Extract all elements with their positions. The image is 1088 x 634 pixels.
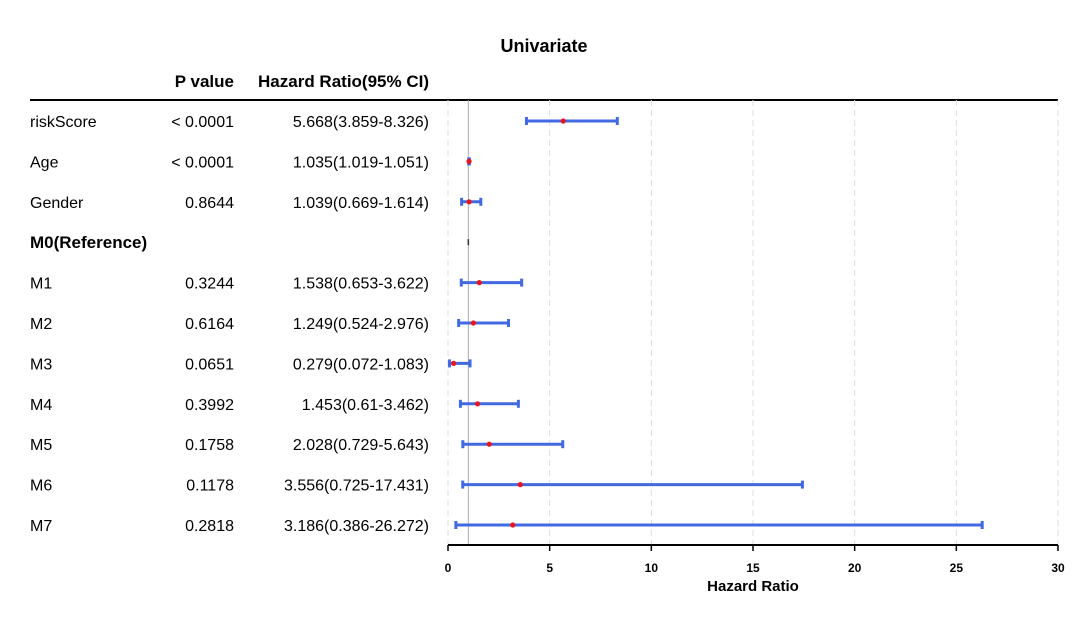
table-row: M1 0.3244 1.538(0.653-3.622) [30, 276, 524, 293]
row-hazard-ratio: 1.538(0.653-3.622) [293, 276, 429, 293]
row-hazard-ratio: 1.039(0.669-1.614) [293, 195, 429, 212]
row-label: Age [30, 154, 59, 171]
table-row: Gender 0.8644 1.039(0.669-1.614) [30, 195, 483, 212]
row-pvalue: 0.2818 [185, 518, 234, 535]
row-label: Gender [30, 195, 84, 212]
hazard-ratio-point [517, 482, 523, 488]
row-hazard-ratio: 2.028(0.729-5.643) [293, 437, 429, 454]
row-hazard-ratio: 3.556(0.725-17.431) [284, 478, 429, 495]
x-tick-label: 30 [1051, 561, 1065, 575]
table-row: M3 0.0651 0.279(0.072-1.083) [30, 356, 472, 373]
x-axis-label: Hazard Ratio [707, 578, 799, 595]
row-label: M5 [30, 437, 52, 454]
row-label: M7 [30, 518, 52, 535]
row-label: riskScore [30, 114, 97, 131]
row-label: M3 [30, 356, 52, 373]
row-hazard-ratio: 1.453(0.61-3.462) [302, 397, 429, 414]
x-tick-label: 5 [546, 561, 553, 575]
hazard-ratio-point [510, 522, 516, 528]
row-pvalue: 0.1758 [185, 437, 234, 454]
row-pvalue: 0.8644 [185, 195, 234, 212]
row-pvalue: 0.3244 [185, 276, 234, 293]
hazard-ratio-point [470, 320, 476, 326]
table-row: Age < 0.0001 1.035(1.019-1.051) [30, 154, 472, 171]
row-pvalue: < 0.0001 [171, 154, 234, 171]
hazard-ratio-point [486, 441, 492, 447]
row-hazard-ratio: 1.035(1.019-1.051) [293, 154, 429, 171]
x-tick-label: 0 [445, 561, 452, 575]
chart-title: Univariate [500, 36, 587, 56]
row-hazard-ratio: 5.668(3.859-8.326) [293, 114, 429, 131]
row-label: M2 [30, 316, 52, 333]
row-pvalue: 0.6164 [185, 316, 234, 333]
row-label: M4 [30, 397, 52, 414]
row-pvalue: 0.1178 [186, 478, 234, 495]
row-pvalue: < 0.0001 [171, 114, 234, 131]
table-row: riskScore < 0.0001 5.668(3.859-8.326) [30, 114, 619, 131]
hazard-ratio-point [560, 118, 566, 124]
table-row: M5 0.1758 2.028(0.729-5.643) [30, 437, 565, 454]
x-tick-label: 10 [645, 561, 659, 575]
row-label: M1 [30, 276, 52, 293]
table-row: M7 0.2818 3.186(0.386-26.272) [30, 518, 984, 535]
hazard-ratio-point [451, 360, 457, 366]
hazard-ratio-point [466, 199, 472, 205]
table-row: M2 0.6164 1.249(0.524-2.976) [30, 316, 511, 333]
table-row: M6 0.1178 3.556(0.725-17.431) [30, 478, 804, 495]
hazard-ratio-column-header: Hazard Ratio(95% CI) [258, 72, 429, 91]
row-pvalue: 0.3992 [185, 397, 234, 414]
hazard-ratio-point [476, 280, 482, 286]
x-tick-label: 15 [746, 561, 760, 575]
row-label: M0(Reference) [30, 233, 147, 252]
row-hazard-ratio: 0.279(0.072-1.083) [293, 356, 429, 373]
hazard-ratio-point [466, 158, 472, 164]
row-label: M6 [30, 478, 52, 495]
table-row: M0(Reference) [30, 233, 470, 252]
row-hazard-ratio: 3.186(0.386-26.272) [284, 518, 429, 535]
x-axis: 0 5 10 15 20 25 30 [445, 544, 1065, 575]
table-row: M4 0.3992 1.453(0.61-3.462) [30, 397, 520, 414]
row-hazard-ratio: 1.249(0.524-2.976) [293, 316, 429, 333]
row-pvalue: 0.0651 [185, 356, 234, 373]
x-tick-label: 25 [950, 561, 964, 575]
hazard-ratio-point [474, 401, 481, 407]
table-rows: riskScore < 0.0001 5.668(3.859-8.326) Age < … [30, 114, 984, 535]
x-tick-label: 20 [848, 561, 862, 575]
grid-lines [447, 100, 1059, 545]
pvalue-column-header: P value [175, 72, 234, 91]
